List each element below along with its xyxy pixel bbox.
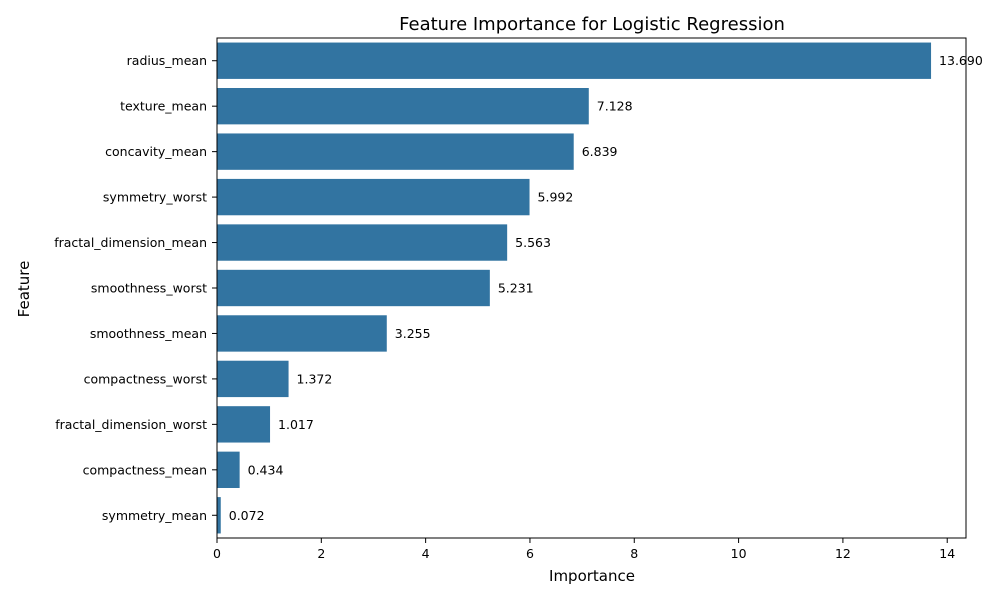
bar-compactness-worst [217,360,289,398]
value-label-smoothness-worst: 5.231 [498,281,534,296]
y-tick-label-smoothness-worst: smoothness_worst [91,281,207,296]
y-tick-label-fractal-dimension-worst: fractal_dimension_worst [55,417,207,432]
value-label-symmetry-mean: 0.072 [229,508,265,523]
y-axis-ticks: radius_mean texture_mean concavity_meansym… [54,53,217,523]
bar-smoothness-mean [217,315,387,352]
x-axis-label: Importance [549,567,635,585]
chart-title: Feature Importance for Logistic Regressi… [399,14,785,35]
y-tick-label-smoothness-mean: smoothness_mean [90,326,207,341]
bar-smoothness-worst [217,269,490,307]
value-label-fractal-dimension-worst: 1.017 [278,417,314,432]
y-tick-label-radius-mean: radius_mean [127,53,207,68]
y-tick-label-compactness-mean: compactness_mean [83,462,207,477]
value-labels-group: 13.690 7.128 6.839 5.992 5.563 5.231 3.255 1.37… [229,53,983,523]
x-tick-label-6: 6 [526,546,534,561]
bar-concavity-mean [217,133,574,170]
value-label-fractal-dimension-mean: 5.563 [515,235,551,250]
plot-frame [216,37,967,539]
x-tick-label-14: 14 [939,546,955,561]
x-tick-label-0: 0 [213,546,221,561]
value-label-symmetry-worst: 5.992 [538,190,574,205]
bar-symmetry-mean [217,497,221,534]
value-label-compactness-worst: 1.372 [297,371,333,386]
y-tick-label-concavity-mean: concavity_mean [105,144,207,159]
x-tick-label-8: 8 [630,546,638,561]
y-tick-label-symmetry-worst: symmetry_worst [103,190,207,205]
y-axis-label: Feature [15,261,33,318]
x-tick-label-4: 4 [422,546,430,561]
y-tick-label-fractal-dimension-mean: fractal_dimension_mean [54,235,207,250]
y-tick-label-texture-mean: texture_mean [120,99,207,114]
x-axis-ticks: 0 2 4 6 8 10 12 14 [213,538,955,561]
value-label-compactness-mean: 0.434 [248,462,284,477]
y-tick-label-compactness-worst: compactness_worst [84,371,207,386]
value-label-smoothness-mean: 3.255 [395,326,431,341]
bar-symmetry-worst [217,178,530,216]
bar-radius-mean [217,42,932,79]
bar-fractal-dimension-worst [217,406,271,443]
x-tick-label-12: 12 [835,546,851,561]
bar-fractal-dimension-mean [217,224,508,261]
value-label-texture-mean: 7.128 [597,99,633,114]
x-tick-label-2: 2 [317,546,325,561]
bar-texture-mean [217,88,589,125]
y-tick-label-symmetry-mean: symmetry_mean [102,508,207,523]
value-label-concavity-mean: 6.839 [582,144,618,159]
bars-group [217,42,932,534]
bar-compactness-mean [217,451,240,488]
value-label-radius-mean: 13.690 [939,53,983,68]
x-tick-label-10: 10 [731,546,747,561]
